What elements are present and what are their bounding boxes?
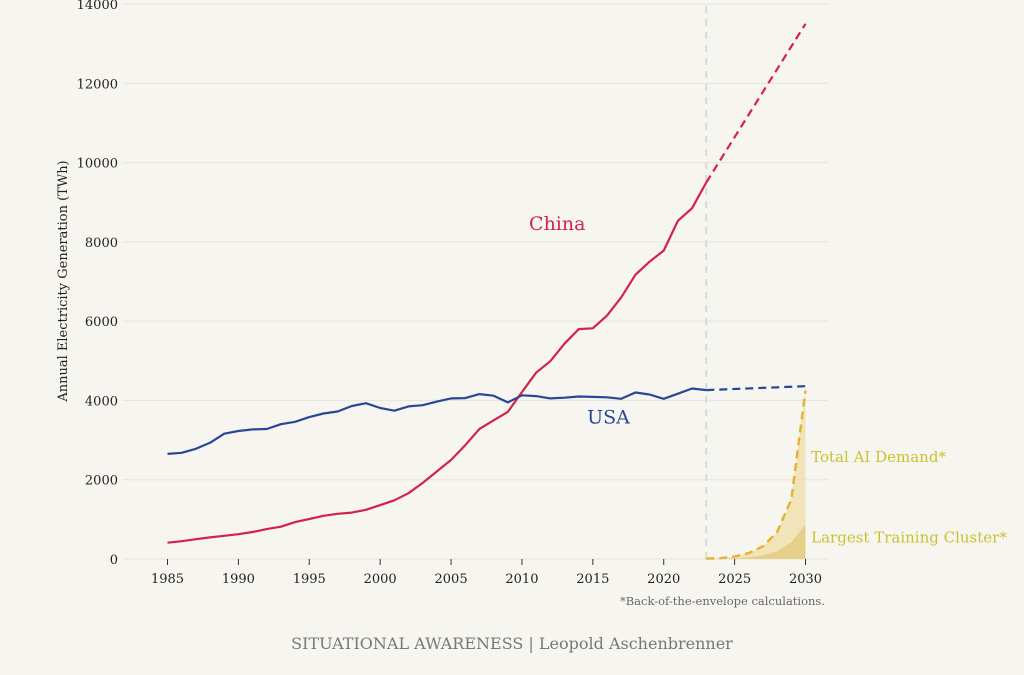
y-tick-label: 2000 bbox=[85, 474, 118, 489]
y-tick-label: 4000 bbox=[85, 394, 118, 409]
total-ai-demand-dashed-line bbox=[706, 390, 807, 560]
x-tick-label: 2010 bbox=[505, 572, 538, 587]
footnote: *Back-of-the-envelope calculations. bbox=[620, 594, 825, 608]
y-tick-label: 14000 bbox=[77, 0, 118, 13]
x-tick-label: 2015 bbox=[576, 572, 609, 587]
y-axis-title: Annual Electricity Generation (TWh) bbox=[56, 160, 71, 402]
ai-demand-areas bbox=[706, 390, 806, 559]
x-axis-ticks: 1985 1990 1995 2000 2005 2010 2015 2020 2025 2030 bbox=[151, 559, 822, 587]
largest-training-cluster-area bbox=[706, 524, 806, 559]
total-ai-demand-label: Total AI Demand* bbox=[811, 448, 946, 466]
y-tick-label: 0 bbox=[110, 553, 118, 568]
x-tick-label: 1990 bbox=[222, 572, 255, 587]
y-tick-label: 12000 bbox=[77, 77, 118, 92]
china-label: China bbox=[529, 213, 585, 235]
y-tick-label: 10000 bbox=[77, 157, 118, 172]
series-annotations: China USA Total AI Demand* Largest Training… bbox=[529, 213, 1007, 547]
usa-label: USA bbox=[587, 406, 630, 428]
usa-dashed-line bbox=[706, 385, 806, 392]
x-tick-label: 2020 bbox=[647, 572, 680, 587]
credit-line: SITUATIONAL AWARENESS | Leopold Aschenbr… bbox=[291, 634, 733, 653]
series-lines bbox=[167, 23, 807, 560]
x-tick-label: 2005 bbox=[435, 572, 468, 587]
x-tick-label: 1995 bbox=[293, 572, 326, 587]
y-tick-label: 8000 bbox=[85, 236, 118, 251]
china-solid-line bbox=[167, 181, 708, 544]
usa-solid-line bbox=[167, 387, 707, 455]
china-dashed-line bbox=[705, 23, 807, 183]
x-tick-label: 1985 bbox=[151, 572, 184, 587]
y-tick-label: 6000 bbox=[85, 315, 118, 330]
gridlines bbox=[123, 3, 828, 560]
largest-training-cluster-label: Largest Training Cluster* bbox=[811, 529, 1007, 547]
x-tick-label: 2000 bbox=[364, 572, 397, 587]
y-axis-ticks: 0 2000 4000 6000 8000 10000 12000 14000 bbox=[77, 0, 118, 568]
x-tick-label: 2030 bbox=[789, 572, 822, 587]
x-tick-label: 2025 bbox=[718, 572, 751, 587]
total-ai-demand-area bbox=[706, 390, 806, 559]
